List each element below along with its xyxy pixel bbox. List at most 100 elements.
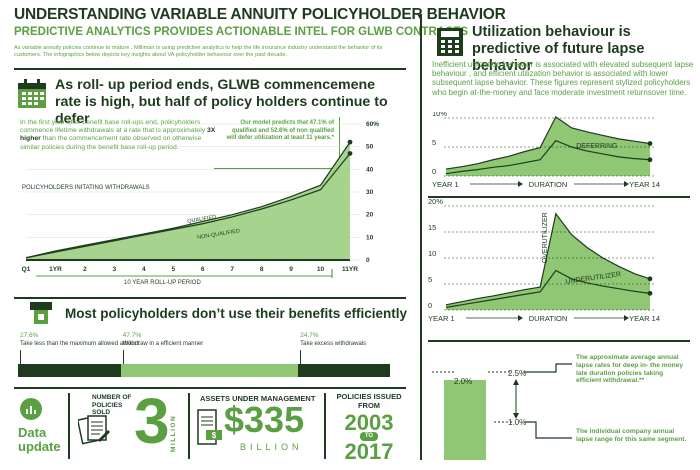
money-icon: $ xyxy=(196,408,224,448)
chart1-nonqualified-line xyxy=(25,153,351,259)
c3-x-end: YEAR 14 xyxy=(629,314,660,323)
benefit-pct: 24.7% xyxy=(300,332,319,339)
page-subtitle: PREDICTIVE ANALYTICS PROVIDES ACTIONABLE… xyxy=(14,26,469,38)
c3-point-lower xyxy=(647,290,653,296)
lapse-note-2: The individual company annual lapse rang… xyxy=(576,428,687,443)
issued-to-word: TO xyxy=(364,433,374,439)
chart4-connector-bottom xyxy=(524,421,572,439)
policies-sold-value: 3 xyxy=(134,385,170,457)
benefit-segment xyxy=(18,364,121,377)
chart1-y-tick: 10 xyxy=(366,234,374,241)
chart1-series-qualified-label: QUALIFIED xyxy=(187,214,217,224)
benefit-pct: 27.6% xyxy=(20,332,39,339)
callout-text: Our model predicts that 47.1% of qualifi… xyxy=(226,120,334,142)
assets-label: ASSETS UNDER MANAGEMENT xyxy=(200,394,316,403)
c3-x-start: YEAR 1 xyxy=(428,314,455,323)
c2-x-end: YEAR 14 xyxy=(629,180,660,189)
chart-lapse-range: 2.0% 2.5% 1.0% xyxy=(432,363,572,460)
benefit-segment xyxy=(298,364,390,377)
chart1-x-tick: 7 xyxy=(230,266,234,273)
benefit-marker xyxy=(300,350,302,364)
c3-point-upper xyxy=(647,276,653,282)
chart1-x-tick: 10 xyxy=(317,266,325,273)
chart1-x-tick: 8 xyxy=(260,266,264,273)
chart1-x-tick: 1YR xyxy=(49,266,62,273)
issued-from: 2003 xyxy=(344,410,394,435)
chart2-series-label: DEFERRING xyxy=(576,143,617,150)
chart-withdrawals: Q1 1YR 2 3 4 5 6 7 8 9 10 11YR 0 10 20 30 40 50 60% QUALI… xyxy=(22,121,380,286)
c3-y-tick: 20% xyxy=(428,198,443,206)
calendar-icon xyxy=(16,78,48,110)
section1-heading: As roll- up period ends, GLWB commenceme… xyxy=(55,77,388,127)
c2-point-lower xyxy=(647,157,653,163)
right-heading: Utilization behaviour is predictive of f… xyxy=(472,24,645,74)
chart1-y-tick: 60% xyxy=(366,121,379,128)
section1-body-bold: 3X higher xyxy=(20,127,216,143)
footer-divider-2 xyxy=(188,393,190,459)
c3-y-tick: 0 xyxy=(428,301,432,310)
chart2-area xyxy=(446,116,650,176)
section1-body: In the first year after benefit base rol… xyxy=(20,119,220,152)
callout-box xyxy=(214,117,340,169)
data-update-icon xyxy=(20,398,42,420)
chart1-y-tick: 40 xyxy=(366,166,374,173)
chart1-point-qualified xyxy=(347,139,353,145)
svg-text:$: $ xyxy=(212,431,217,440)
benefit-marker xyxy=(20,350,21,364)
lapse-note-1: The approximate average annual lapse rat… xyxy=(576,354,683,385)
chart1-area xyxy=(26,142,350,260)
c3-y-tick: 10 xyxy=(428,249,436,258)
c2-x-mid: DURATION xyxy=(529,180,568,189)
atm-icon xyxy=(30,302,52,326)
c3-x-arrowhead-left xyxy=(518,315,523,321)
c3-x-mid: DURATION xyxy=(529,314,568,323)
intro-text: As variable annuity policies continue to… xyxy=(14,45,383,58)
c2-x-arrowhead-right xyxy=(624,181,629,187)
chart-deferring-lapse: 10% 5 0 DEFERRING YEAR 1 DURATION YEAR 14 xyxy=(432,112,660,189)
c2-x-arrowhead-left xyxy=(518,181,523,187)
chart3-area xyxy=(446,213,650,310)
issued-label: POLICIES ISSUED FROM xyxy=(336,392,402,410)
assets-value: $335 xyxy=(224,399,305,440)
chart1-y-tick: 20 xyxy=(366,212,374,219)
chart1-x-tick: 6 xyxy=(201,266,205,273)
right-divider-2 xyxy=(428,340,690,342)
section2-heading: Most policyholders don’t use their benef… xyxy=(65,306,408,321)
chart1-label: POLICYHOLDERS INITATING WITHDRAWALS xyxy=(22,185,150,191)
footer-divider-1 xyxy=(68,393,70,459)
chart1-y-tick: 50 xyxy=(366,144,374,151)
chart4-arrow-up xyxy=(513,379,519,385)
vertical-divider xyxy=(420,14,422,460)
chart3-lower-line xyxy=(445,269,651,308)
benefit-pct: 47.7% xyxy=(122,332,142,339)
assets-unit: BILLION xyxy=(240,442,303,452)
benefit-marker xyxy=(122,350,124,364)
chart1-y-tick: 30 xyxy=(366,189,374,196)
footer-divider-3 xyxy=(324,393,326,459)
policies-sold-unit: MILLION xyxy=(170,414,177,452)
chart1-x-tick: 11YR xyxy=(342,266,358,273)
section2-divider xyxy=(14,387,406,389)
chart4-connector-top xyxy=(524,363,572,373)
header-divider xyxy=(14,68,406,70)
benefit-label: Take excess withdrawals xyxy=(300,341,367,347)
chart1-x-tick: 3 xyxy=(113,266,117,273)
chart2-upper-line xyxy=(445,115,651,170)
c2-y-tick: 5 xyxy=(432,138,436,147)
c3-y-tick: 5 xyxy=(428,275,432,284)
documents-icon xyxy=(76,412,112,448)
rollup-label: 10 YEAR ROLL-UP PERIOD xyxy=(124,280,201,286)
chart4-bar xyxy=(444,380,486,460)
c2-y-tick: 0 xyxy=(432,167,436,176)
chart1-point-nonqualified xyxy=(347,151,353,156)
c3-y-tick: 15 xyxy=(428,223,436,232)
benefit-use-bar: 27.6% Take less than the maximum allowed … xyxy=(18,332,390,380)
page-title: UNDERSTANDING VARIABLE ANNUITY POLICYHOL… xyxy=(14,6,506,23)
chart1-y-tick: 0 xyxy=(366,257,370,264)
c2-y-tick: 10% xyxy=(432,112,447,118)
chart2-lower-line xyxy=(445,139,651,175)
chart1-x-tick: 4 xyxy=(142,266,146,273)
policies-sold-label: NUMBER OF POLICIES SOLD xyxy=(92,394,132,416)
chart4-range-low-label: 1.0% xyxy=(508,418,526,427)
c3-x-arrowhead-right xyxy=(624,315,629,321)
